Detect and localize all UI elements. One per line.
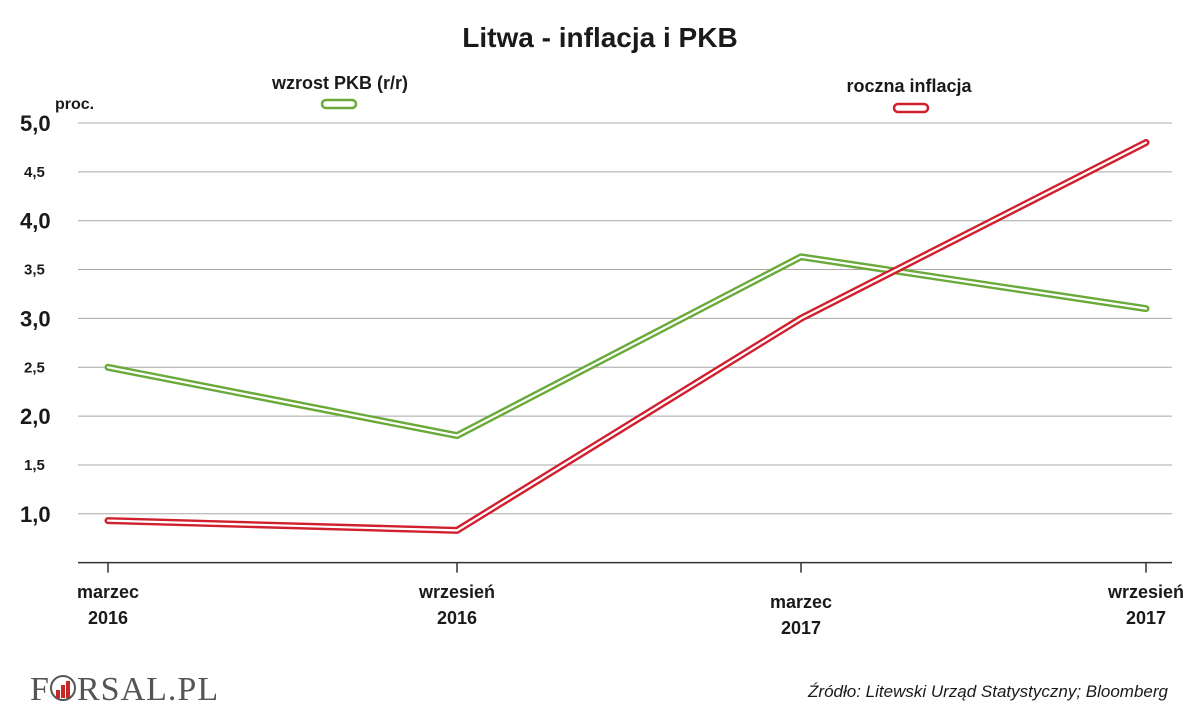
legend-label: roczna inflacja [846, 76, 972, 96]
y-tick-label: 3,0 [20, 306, 51, 331]
legend-label: wzrost PKB (r/r) [271, 73, 408, 93]
source-note: Źródło: Litewski Urząd Statystyczny; Blo… [807, 682, 1169, 701]
x-axis [78, 561, 1172, 573]
y-tick-label: 5,0 [20, 111, 51, 136]
x-tick-label: marzec [770, 592, 832, 612]
x-tick-label: wrzesień [1107, 582, 1184, 602]
logo-bar [66, 681, 70, 698]
x-tick-labels: marzec 2016 wrzesień 2016 marzec 2017 wrzesień… [77, 582, 1184, 638]
logo-text-start: F [30, 671, 50, 708]
x-tick-label: marzec [77, 582, 139, 602]
y-tick-labels: 5,0 4,5 4,0 3,5 3,0 2,5 2,0 1,5 1,0 [20, 111, 51, 527]
logo-bar [56, 690, 60, 698]
y-tick-label: 1,0 [20, 502, 51, 527]
series-lines [104, 139, 1150, 534]
y-tick-label: 4,0 [20, 209, 51, 234]
grid [78, 122, 1172, 515]
legend-swatch [320, 98, 358, 110]
y-tick-label: 4,5 [24, 164, 45, 181]
y-tick-label: 3,5 [24, 262, 45, 279]
y-tick-label: 1,5 [24, 457, 45, 474]
y-axis-unit: proc. [55, 96, 94, 113]
x-tick-label: wrzesień [418, 582, 495, 602]
logo-o-ring [50, 675, 76, 701]
legend-swatch [892, 102, 930, 114]
logo-text-end: RSAL.PL [77, 671, 219, 708]
y-tick-label: 2,0 [20, 404, 51, 429]
series-line-inner-0 [106, 255, 1148, 437]
x-tick-label: 2016 [437, 608, 477, 628]
x-tick-label: 2016 [88, 608, 128, 628]
legend: wzrost PKB (r/r) roczna inflacja [271, 73, 973, 114]
x-tick-label: 2017 [1126, 608, 1166, 628]
series-line-inner-1 [106, 141, 1148, 532]
chart-title: Litwa - inflacja i PKB [462, 22, 737, 53]
forsal-logo: F RSAL.PL [30, 671, 219, 708]
x-tick-label: 2017 [781, 618, 821, 638]
logo-bar [61, 685, 65, 698]
y-tick-label: 2,5 [24, 359, 45, 376]
series-line-1 [104, 139, 1150, 534]
